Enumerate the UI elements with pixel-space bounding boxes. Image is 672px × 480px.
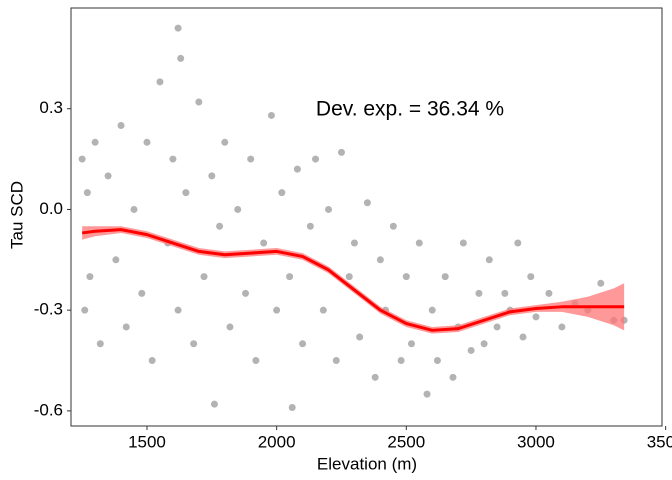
point bbox=[299, 340, 307, 348]
point bbox=[182, 189, 190, 197]
point bbox=[356, 333, 364, 341]
plot-border bbox=[70, 7, 663, 427]
y-axis-label: Tau SCD bbox=[7, 181, 26, 249]
point bbox=[345, 273, 353, 281]
point bbox=[306, 222, 314, 230]
point bbox=[210, 400, 218, 408]
plot-area bbox=[78, 24, 628, 412]
point bbox=[459, 239, 467, 247]
point bbox=[325, 205, 333, 213]
point bbox=[407, 340, 415, 348]
point bbox=[143, 138, 151, 146]
point bbox=[449, 373, 457, 381]
point bbox=[200, 273, 208, 281]
point bbox=[293, 165, 301, 173]
point bbox=[148, 357, 156, 365]
point bbox=[78, 155, 86, 163]
point bbox=[376, 256, 384, 264]
point bbox=[278, 189, 286, 197]
point bbox=[177, 54, 185, 62]
smooth-line bbox=[81, 228, 625, 332]
point bbox=[337, 148, 345, 156]
x-tick-label: 2000 bbox=[258, 432, 296, 451]
point bbox=[96, 340, 104, 348]
y-tick-label: -0.3 bbox=[34, 300, 63, 319]
point bbox=[485, 256, 493, 264]
y-tick-label: 0.3 bbox=[39, 98, 63, 117]
point bbox=[441, 273, 449, 281]
point bbox=[389, 222, 397, 230]
point bbox=[402, 273, 410, 281]
point bbox=[273, 306, 281, 314]
point bbox=[86, 273, 94, 281]
point bbox=[234, 205, 242, 213]
point bbox=[174, 24, 182, 32]
point bbox=[81, 306, 89, 314]
x-tick-label: 1500 bbox=[128, 432, 166, 451]
point bbox=[190, 340, 198, 348]
x-tick-label: 3000 bbox=[517, 432, 555, 451]
point bbox=[288, 404, 296, 412]
point bbox=[312, 155, 320, 163]
point bbox=[117, 122, 125, 130]
point bbox=[286, 273, 294, 281]
point bbox=[104, 172, 112, 180]
point bbox=[597, 279, 605, 287]
point bbox=[433, 357, 441, 365]
point bbox=[91, 138, 99, 146]
point bbox=[83, 189, 91, 197]
point bbox=[545, 289, 553, 297]
point bbox=[267, 111, 275, 119]
point bbox=[428, 306, 436, 314]
point bbox=[130, 205, 138, 213]
point bbox=[363, 199, 371, 207]
point bbox=[138, 289, 146, 297]
x-axis-label: Elevation (m) bbox=[317, 454, 417, 473]
point bbox=[475, 289, 483, 297]
point bbox=[467, 346, 475, 354]
point bbox=[501, 289, 509, 297]
point bbox=[252, 357, 260, 365]
annotation: Dev. exp. = 36.34 % bbox=[316, 98, 504, 121]
point bbox=[226, 323, 234, 331]
point bbox=[174, 306, 182, 314]
point bbox=[415, 239, 423, 247]
point bbox=[519, 333, 527, 341]
point bbox=[247, 155, 255, 163]
point bbox=[221, 138, 229, 146]
point bbox=[156, 78, 164, 86]
x-tick-label: 2500 bbox=[387, 432, 425, 451]
y-tick-label: 0.0 bbox=[39, 199, 63, 218]
point bbox=[122, 323, 130, 331]
point bbox=[527, 273, 535, 281]
y-tick-label: -0.6 bbox=[34, 400, 63, 419]
point bbox=[514, 239, 522, 247]
point bbox=[532, 313, 540, 321]
point bbox=[397, 357, 405, 365]
point bbox=[260, 239, 268, 247]
point bbox=[112, 256, 120, 264]
point bbox=[493, 323, 501, 331]
point bbox=[216, 222, 224, 230]
point bbox=[558, 323, 566, 331]
point bbox=[350, 239, 358, 247]
point bbox=[169, 155, 177, 163]
point bbox=[208, 172, 216, 180]
point bbox=[332, 357, 340, 365]
point bbox=[242, 289, 250, 297]
point bbox=[195, 98, 203, 106]
point bbox=[371, 373, 379, 381]
point bbox=[319, 306, 327, 314]
point bbox=[423, 390, 431, 398]
point bbox=[480, 340, 488, 348]
